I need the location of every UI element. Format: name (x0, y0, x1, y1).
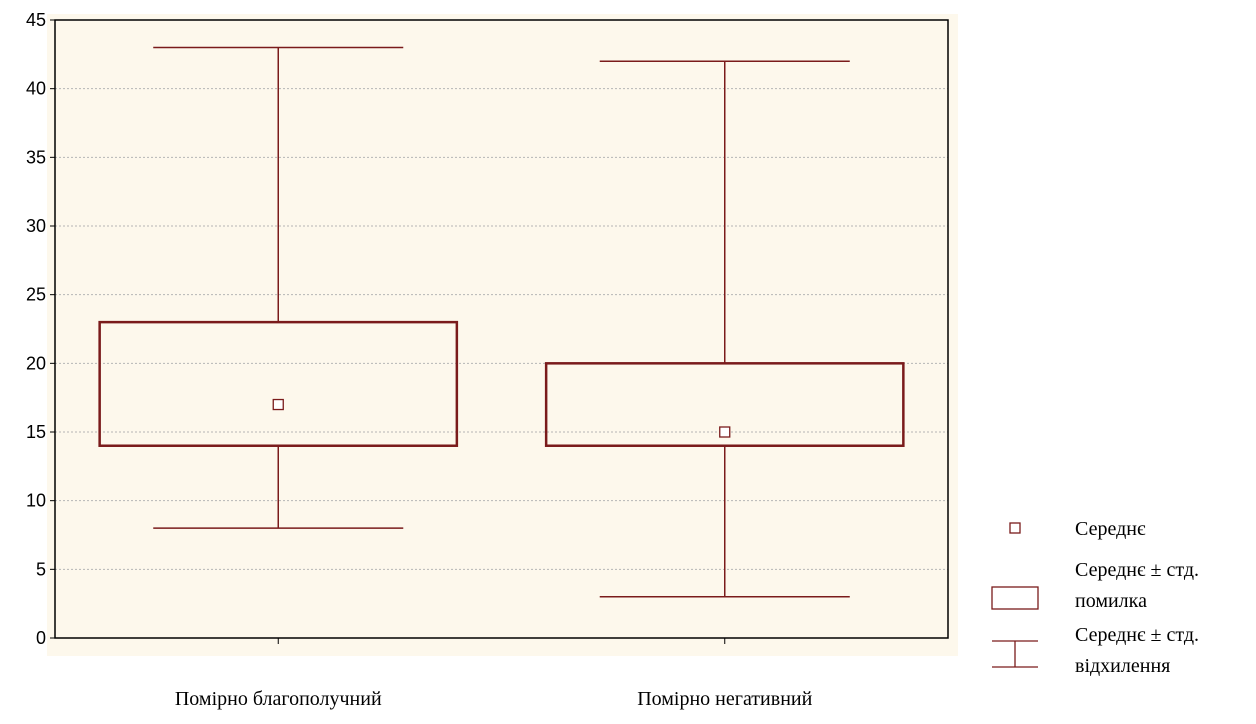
y-tick-label: 5 (36, 559, 46, 579)
y-tick-label: 10 (26, 491, 46, 511)
category-label: Помірно негативний (637, 688, 812, 710)
y-tick-label: 35 (26, 147, 46, 167)
plot-background (47, 14, 958, 656)
y-tick-label: 30 (26, 216, 46, 236)
box-group (544, 60, 905, 598)
legend-box-symbol (991, 586, 1039, 610)
boxes (98, 46, 905, 598)
category-label: Помірно благополучний (175, 688, 382, 710)
mean-marker (719, 426, 731, 438)
y-tick-label: 40 (26, 79, 46, 99)
legend-mean-symbol (1009, 522, 1021, 534)
legend-label: відхилення (1075, 655, 1170, 677)
legend-label: Середнє (1075, 518, 1146, 540)
plot-frame (54, 19, 949, 639)
y-tick-label: 45 (26, 10, 46, 30)
box-group (98, 46, 459, 529)
legend-label: Середнє ± стд. (1075, 559, 1199, 581)
se-box (98, 320, 459, 447)
legend: Середнє Середнє ± стд. помилка Середнє ± ст… (991, 518, 1199, 677)
category-labels: Помірно благополучний Помірно негативний (175, 638, 813, 710)
se-box (544, 362, 905, 447)
legend-label: Середнє ± стд. (1075, 624, 1199, 646)
y-tick-label: 20 (26, 353, 46, 373)
y-axis-ticks: 0 5 10 15 20 25 30 35 40 45 (26, 10, 55, 648)
legend-label: помилка (1075, 590, 1147, 612)
y-tick-label: 0 (36, 628, 46, 648)
mean-marker (272, 398, 284, 411)
y-tick-label: 15 (26, 422, 46, 442)
y-tick-label: 25 (26, 285, 46, 305)
